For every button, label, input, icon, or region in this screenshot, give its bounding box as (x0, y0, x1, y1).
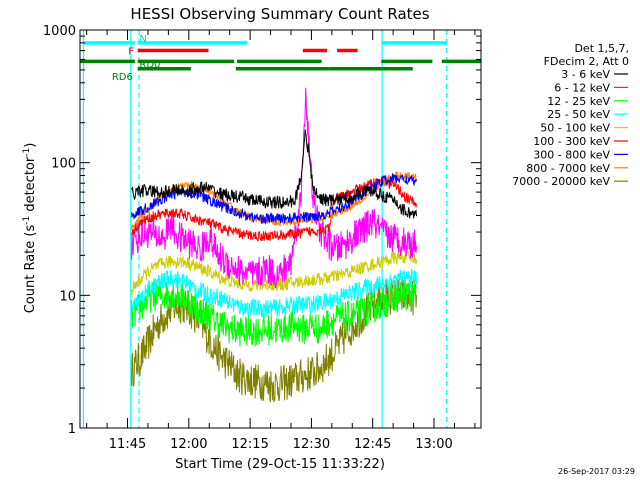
flag-label-f: F (128, 47, 134, 58)
y-axis-label: Count Rate (s-1 detector-1) (22, 143, 38, 314)
y-tick-label: 100 (51, 157, 76, 172)
legend-header-line-2: FDecim 2, Att 0 (544, 55, 629, 68)
y-tick-label: 1000 (43, 24, 76, 39)
legend-label: 300 - 800 keV (533, 148, 610, 161)
x-axis-label: Start Time (29-Oct-15 11:33:22) (175, 457, 385, 472)
series-line-4 (131, 250, 418, 296)
y-tick-label: 10 (59, 289, 76, 304)
series-line-3 (131, 268, 418, 318)
series-line-1 (131, 87, 418, 289)
x-tick-label: 11:45 (109, 437, 146, 452)
legend-label: 100 - 300 keV (533, 135, 610, 148)
legend-label: 25 - 50 keV (547, 108, 610, 121)
x-tick-label: 12:45 (354, 437, 391, 452)
flag-label-rd0: RD0 (139, 59, 160, 70)
legend-label: 3 - 6 keV (561, 68, 610, 81)
plot-frame (79, 29, 482, 429)
legend-label: 12 - 25 keV (547, 95, 610, 108)
series-line-5 (131, 175, 418, 242)
x-tick-label: 12:30 (293, 437, 330, 452)
legend-label: 800 - 7000 keV (526, 162, 610, 175)
x-tick-label: 12:15 (231, 437, 268, 452)
flag-label-n: N (139, 34, 146, 45)
chart-title: HESSI Observing Summary Count Rates (130, 5, 429, 23)
x-tick-label: 13:00 (415, 437, 452, 452)
y-tick-label: 1 (68, 422, 76, 437)
legend-label: 7000 - 20000 keV (512, 175, 610, 188)
timestamp: 26-Sep-2017 03:29 (558, 467, 635, 476)
legend-label: 50 - 100 keV (540, 122, 610, 135)
legend-header-line-1: Det 1,5,7, (574, 42, 629, 55)
x-tick-label: 12:00 (170, 437, 207, 452)
series-line-0 (131, 129, 418, 219)
series-line-2 (131, 279, 417, 347)
flag-label-rd6: RD6 (112, 72, 133, 83)
legend-label: 6 - 12 keV (554, 81, 610, 94)
